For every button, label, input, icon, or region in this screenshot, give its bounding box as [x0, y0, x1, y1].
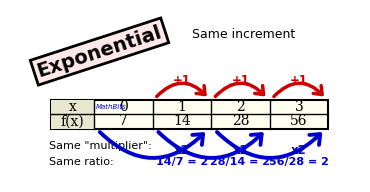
- Text: 56/28 = 2: 56/28 = 2: [269, 157, 329, 167]
- FancyArrowPatch shape: [100, 132, 203, 158]
- Text: +1: +1: [231, 74, 249, 87]
- Text: x: x: [68, 100, 77, 114]
- FancyArrowPatch shape: [217, 132, 320, 158]
- Text: 1: 1: [177, 100, 186, 114]
- Text: 7: 7: [119, 114, 128, 128]
- Text: x2: x2: [232, 144, 248, 157]
- Text: x2: x2: [174, 144, 190, 157]
- FancyArrowPatch shape: [158, 132, 262, 158]
- Text: Same "multiplier":: Same "multiplier":: [50, 141, 152, 151]
- Text: 14/7 = 2: 14/7 = 2: [156, 157, 208, 167]
- Text: 0: 0: [119, 100, 128, 114]
- Text: MathBits: MathBits: [96, 104, 127, 110]
- Text: f(x): f(x): [61, 114, 84, 128]
- FancyArrowPatch shape: [215, 83, 263, 96]
- Bar: [51, 100, 328, 128]
- Text: 2: 2: [236, 100, 245, 114]
- Text: Same ratio:: Same ratio:: [50, 157, 114, 167]
- Text: +1: +1: [173, 74, 191, 87]
- Text: +1: +1: [290, 74, 308, 87]
- Bar: [51, 100, 94, 128]
- FancyArrowPatch shape: [274, 83, 322, 96]
- Text: x2: x2: [291, 144, 307, 157]
- Text: Same increment: Same increment: [192, 28, 295, 41]
- Text: 14: 14: [173, 114, 191, 128]
- Text: 3: 3: [295, 100, 303, 114]
- FancyArrowPatch shape: [157, 83, 205, 96]
- Text: 28/14 = 2: 28/14 = 2: [211, 157, 270, 167]
- Text: 28: 28: [232, 114, 249, 128]
- Text: Exponential: Exponential: [35, 22, 164, 81]
- Text: 56: 56: [290, 114, 308, 128]
